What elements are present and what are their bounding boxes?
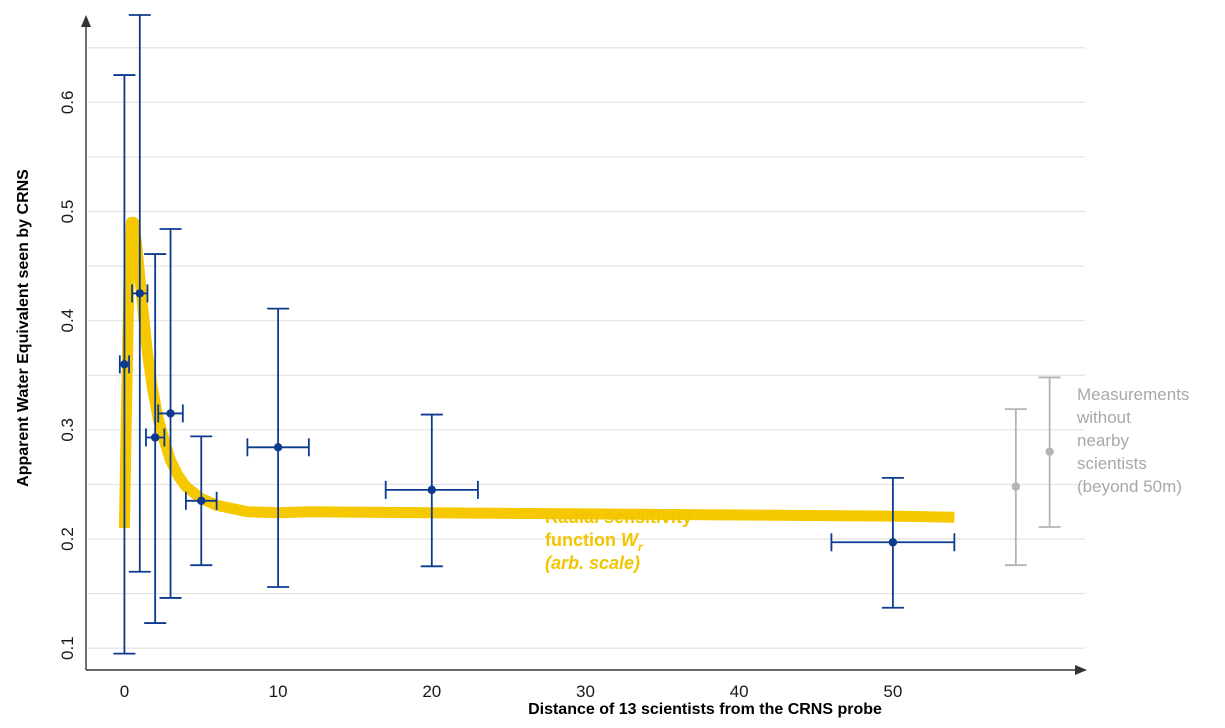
x-tick-label: 0 <box>120 682 129 701</box>
x-tick-label: 40 <box>730 682 749 701</box>
x-tick-label: 10 <box>269 682 288 701</box>
data-point <box>1004 408 1027 567</box>
y-tick-label: 0.3 <box>58 418 77 442</box>
axes <box>81 15 1087 675</box>
y-axis-arrowhead <box>81 15 91 27</box>
grid-lines <box>88 47 1085 649</box>
data-marker <box>150 433 160 442</box>
curve-annotation-text: function <box>545 530 621 550</box>
curve-annotation-line: Radial sensitivity <box>545 507 692 527</box>
data-marker <box>135 289 144 298</box>
outside-annotation-line: (beyond 50m) <box>1077 477 1182 496</box>
data-point <box>144 253 167 624</box>
data-point <box>184 435 218 567</box>
outside-annotation-line: without <box>1076 408 1131 427</box>
outside-annotation-line: Measurements <box>1077 385 1189 404</box>
data-point <box>157 228 184 599</box>
x-axis-arrowhead <box>1075 665 1087 675</box>
data-point <box>1038 376 1061 528</box>
data-marker <box>1045 447 1054 456</box>
x-tick-label: 30 <box>576 682 595 701</box>
data-points-layer <box>113 14 1061 655</box>
curve-symbol: W <box>621 530 640 550</box>
data-marker <box>197 496 206 505</box>
curve-symbol-subscript: r <box>638 540 644 554</box>
data-point <box>246 307 310 588</box>
data-marker <box>273 443 283 452</box>
data-marker <box>888 538 898 547</box>
outside-measurements-annotation: Measurements without nearby scientists (… <box>1076 385 1189 496</box>
y-tick-label: 0.5 <box>58 200 77 224</box>
outside-annotation-line: scientists <box>1077 454 1147 473</box>
data-marker <box>120 360 129 369</box>
y-tick-label: 0.1 <box>58 636 77 660</box>
data-marker <box>427 485 437 495</box>
data-point <box>384 413 479 568</box>
data-point <box>113 74 136 655</box>
outside-annotation-line: nearby <box>1077 431 1129 450</box>
data-marker <box>166 409 175 418</box>
y-axis-title: Apparent Water Equivalent seen by CRNS <box>15 169 32 487</box>
tick-labels: 0 10 20 30 40 50 0.1 0.2 0.3 0.4 0.5 0.6 <box>58 91 902 701</box>
x-tick-label: 50 <box>883 682 902 701</box>
curve-annotation-line: function Wr <box>545 530 644 554</box>
curve-annotation-line: (arb. scale) <box>545 553 640 573</box>
data-point <box>128 14 151 573</box>
x-axis-title: Distance of 13 scientists from the CRNS … <box>528 701 882 718</box>
x-tick-label: 20 <box>422 682 441 701</box>
data-point <box>830 476 956 609</box>
y-tick-label: 0.2 <box>58 527 77 551</box>
y-tick-label: 0.4 <box>58 309 77 333</box>
data-marker <box>1011 482 1021 491</box>
y-tick-label: 0.6 <box>58 91 77 115</box>
curve-annotation: Radial sensitivity function Wr (arb. sca… <box>545 507 692 573</box>
